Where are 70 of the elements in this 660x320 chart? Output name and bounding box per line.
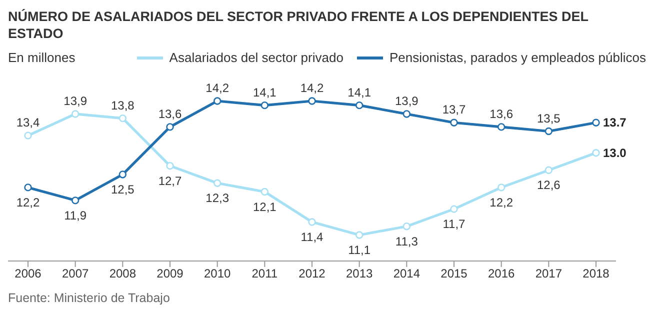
source-note: Fuente: Ministerio de Trabajo — [8, 291, 171, 305]
point — [450, 118, 458, 126]
x-tick-label: 2006 — [14, 266, 42, 281]
data-label: 13,9 — [394, 94, 419, 108]
data-label: 12,1 — [252, 200, 277, 214]
y-axis-title: En millones — [8, 50, 76, 65]
data-label: 12,6 — [536, 178, 561, 192]
data-label: 14,1 — [348, 85, 372, 100]
point — [24, 132, 32, 140]
point — [118, 170, 127, 178]
data-label: 11,1 — [348, 243, 371, 257]
data-label: 13.0 — [603, 146, 627, 160]
point — [260, 188, 269, 196]
data-label: 13.7 — [603, 116, 627, 130]
point — [497, 123, 506, 131]
x-tick-label: 2012 — [298, 266, 326, 281]
data-label: 12,5 — [110, 182, 135, 196]
x-tick-label: 2008 — [109, 266, 136, 281]
data-label: 11,3 — [395, 234, 418, 248]
point — [355, 101, 364, 110]
data-label: 13,5 — [536, 111, 561, 126]
data-label: 14,2 — [300, 81, 324, 95]
data-label: 12,3 — [206, 191, 230, 206]
data-label: 11,9 — [64, 208, 87, 222]
point — [592, 118, 600, 126]
data-label: 13,7 — [442, 102, 466, 117]
point — [544, 127, 553, 136]
point — [71, 196, 80, 204]
x-tick-label: 2009 — [156, 266, 184, 281]
point — [166, 162, 174, 170]
legend-label: Pensionistas, parados y empleados públicos — [389, 50, 646, 65]
point — [402, 222, 411, 230]
x-tick-label: 2017 — [535, 266, 562, 281]
x-tick-label: 2010 — [204, 266, 232, 281]
point — [450, 205, 458, 213]
point — [592, 149, 600, 157]
point — [260, 101, 269, 110]
x-tick-label: 2016 — [488, 266, 516, 281]
point — [308, 218, 316, 226]
data-label: 12,7 — [158, 174, 182, 188]
point — [355, 231, 364, 239]
point — [213, 179, 222, 187]
data-label: 14,1 — [252, 85, 277, 100]
data-label: 12,2 — [490, 195, 514, 210]
x-tick-label: 2007 — [62, 266, 90, 281]
legend-label: Asalariados del sector privado — [169, 50, 344, 65]
point — [308, 97, 316, 105]
data-label: 13,4 — [16, 116, 40, 130]
x-tick-label: 2015 — [440, 266, 468, 281]
x-tick-label: 2011 — [252, 266, 278, 281]
data-label: 14,2 — [206, 81, 230, 95]
x-tick-label: 2014 — [393, 266, 420, 281]
data-label: 13,8 — [110, 98, 135, 112]
data-label: 13,9 — [64, 94, 88, 108]
point — [497, 184, 506, 192]
chart-title: NÚMERO DE ASALARIADOS DEL SECTOR PRIVADO FRENTE A LOS DEPENDIENTES DEL ESTADO — [8, 8, 590, 42]
data-label: 11,7 — [442, 217, 466, 232]
point — [24, 184, 32, 192]
point — [118, 114, 127, 122]
data-label: 11,4 — [300, 230, 324, 244]
data-label: 13,6 — [158, 106, 182, 121]
point — [213, 97, 222, 105]
x-tick-label: 2018 — [582, 266, 610, 281]
point — [71, 110, 80, 118]
data-label: 12,2 — [16, 195, 40, 210]
x-tick-label: 2013 — [346, 266, 374, 281]
point — [402, 110, 411, 118]
point — [166, 123, 174, 131]
point — [544, 166, 553, 174]
data-label: 13,6 — [490, 106, 514, 121]
